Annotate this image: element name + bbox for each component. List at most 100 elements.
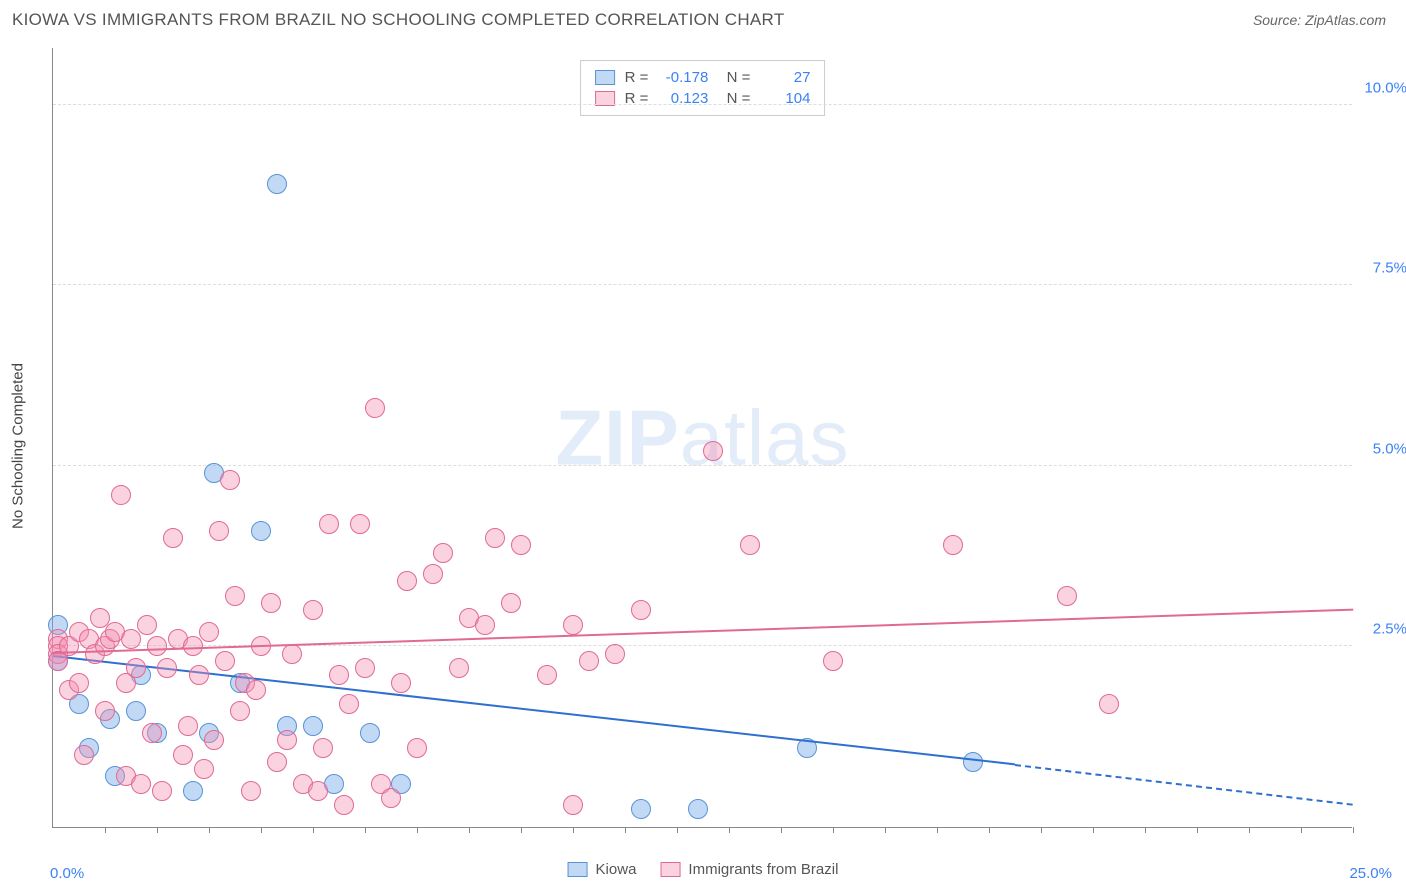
data-point: [631, 600, 651, 620]
x-max-label: 25.0%: [1349, 865, 1392, 882]
x-tick: [521, 827, 522, 833]
data-point: [308, 781, 328, 801]
data-point: [740, 535, 760, 555]
data-point: [397, 571, 417, 591]
watermark-zip: ZIP: [555, 393, 679, 481]
watermark-atlas: atlas: [680, 393, 850, 481]
source-name: ZipAtlas.com: [1305, 12, 1386, 28]
y-tick-label: 10.0%: [1364, 79, 1406, 96]
y-tick-label: 7.5%: [1373, 260, 1406, 277]
data-point: [501, 593, 521, 613]
data-point: [163, 528, 183, 548]
data-point: [173, 745, 193, 765]
data-point: [433, 543, 453, 563]
data-point: [423, 564, 443, 584]
source-attribution: Source: ZipAtlas.com: [1253, 12, 1386, 28]
watermark: ZIPatlas: [555, 392, 849, 483]
data-point: [204, 730, 224, 750]
data-point: [391, 673, 411, 693]
x-tick: [261, 827, 262, 833]
data-point: [605, 644, 625, 664]
data-point: [225, 586, 245, 606]
legend-swatch: [568, 862, 588, 877]
data-point: [261, 593, 281, 613]
grid-line: [53, 104, 1352, 105]
legend-n-label: N =: [718, 69, 750, 86]
correlation-legend: R =-0.178 N =27R =0.123 N =104: [580, 60, 826, 116]
data-point: [475, 615, 495, 635]
x-tick: [157, 827, 158, 833]
data-point: [131, 774, 151, 794]
x-tick: [1301, 827, 1302, 833]
legend-label: Kiowa: [596, 861, 637, 878]
data-point: [537, 665, 557, 685]
chart-header: KIOWA VS IMMIGRANTS FROM BRAZIL NO SCHOO…: [0, 0, 1406, 35]
x-tick: [1197, 827, 1198, 833]
data-point: [220, 470, 240, 490]
data-point: [703, 441, 723, 461]
x-tick: [365, 827, 366, 833]
data-point: [303, 600, 323, 620]
data-point: [178, 716, 198, 736]
data-point: [360, 723, 380, 743]
x-tick: [625, 827, 626, 833]
data-point: [334, 795, 354, 815]
x-tick: [1145, 827, 1146, 833]
x-tick: [313, 827, 314, 833]
data-point: [823, 651, 843, 671]
x-tick: [573, 827, 574, 833]
data-point: [563, 795, 583, 815]
x-tick: [1249, 827, 1250, 833]
x-tick: [989, 827, 990, 833]
data-point: [449, 658, 469, 678]
data-point: [631, 799, 651, 819]
data-point: [189, 665, 209, 685]
data-point: [126, 658, 146, 678]
data-point: [74, 745, 94, 765]
y-tick-label: 5.0%: [1373, 440, 1406, 457]
data-point: [267, 752, 287, 772]
data-point: [267, 174, 287, 194]
data-point: [251, 521, 271, 541]
x-tick: [105, 827, 106, 833]
series-legend: KiowaImmigrants from Brazil: [568, 861, 839, 878]
data-point: [688, 799, 708, 819]
data-point: [246, 680, 266, 700]
x-tick: [1093, 827, 1094, 833]
data-point: [303, 716, 323, 736]
chart-title: KIOWA VS IMMIGRANTS FROM BRAZIL NO SCHOO…: [12, 10, 785, 30]
legend-item: Kiowa: [568, 861, 637, 878]
data-point: [209, 521, 229, 541]
data-point: [194, 759, 214, 779]
data-point: [282, 644, 302, 664]
data-point: [579, 651, 599, 671]
data-point: [381, 788, 401, 808]
data-point: [511, 535, 531, 555]
data-point: [147, 636, 167, 656]
data-point: [121, 629, 141, 649]
trend-line: [1015, 764, 1353, 806]
x-tick: [833, 827, 834, 833]
data-point: [365, 398, 385, 418]
x-tick: [1041, 827, 1042, 833]
trend-line: [53, 608, 1353, 653]
data-point: [277, 730, 297, 750]
y-axis-label: No Schooling Completed: [10, 363, 27, 529]
data-point: [142, 723, 162, 743]
data-point: [95, 701, 115, 721]
x-tick: [781, 827, 782, 833]
data-point: [943, 535, 963, 555]
x-tick: [729, 827, 730, 833]
data-point: [199, 622, 219, 642]
legend-r-label: R =: [625, 69, 649, 86]
data-point: [407, 738, 427, 758]
x-origin-label: 0.0%: [50, 865, 84, 882]
legend-n-value: 27: [760, 69, 810, 86]
legend-swatch: [595, 70, 615, 85]
data-point: [963, 752, 983, 772]
x-tick: [1353, 827, 1354, 833]
legend-row: R =0.123 N =104: [595, 88, 811, 109]
data-point: [215, 651, 235, 671]
x-tick: [417, 827, 418, 833]
grid-line: [53, 284, 1352, 285]
